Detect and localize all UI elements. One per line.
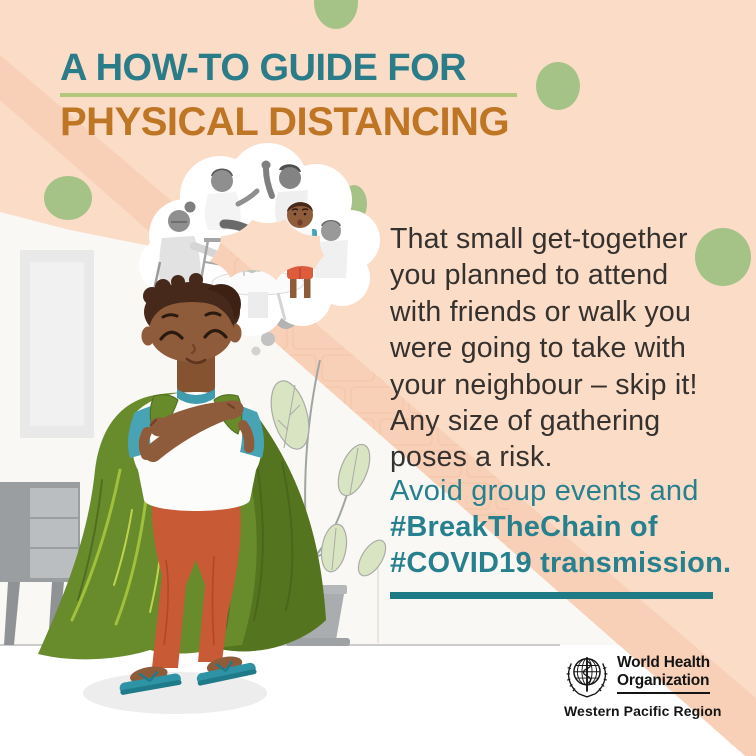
- who-logo: World Health Organization Western Pacifi…: [564, 654, 724, 719]
- body-line: Any size of gathering: [390, 405, 661, 438]
- head: [141, 273, 242, 365]
- crossed-arms: [138, 400, 255, 462]
- body-line: poses a risk.: [390, 441, 553, 474]
- cta-paragraph: Avoid group events and #BreakTheChain of…: [390, 473, 735, 581]
- body-line: your neighbour – skip it!: [390, 368, 698, 401]
- body-line: you planned to attend: [390, 259, 669, 292]
- title-line-2: PHYSICAL DISTANCING: [60, 100, 510, 144]
- superhero-boy-icon: [38, 273, 326, 695]
- legs-and-feet: [119, 505, 257, 695]
- who-logo-text: World Health Organization: [617, 654, 710, 694]
- who-region-label: Western Pacific Region: [564, 703, 722, 719]
- teal-divider-rule: [390, 592, 713, 599]
- who-logo-line-2: Organization: [617, 671, 710, 689]
- who-emblem-icon: [566, 657, 608, 698]
- cta-hashtag-breakthechain: #BreakTheChain of: [390, 511, 658, 543]
- body-line: with friends or walk you: [390, 295, 692, 328]
- title-underline: [60, 93, 517, 97]
- dresser: [0, 482, 80, 645]
- title-line-1: A HOW-TO GUIDE FOR: [60, 47, 467, 89]
- picture-frame: [20, 250, 94, 438]
- cta-line-1: Avoid group events and: [390, 475, 699, 507]
- body-paragraph: That small get-together you planned to a…: [390, 221, 735, 476]
- right-flip-flop: [196, 656, 257, 686]
- title-block: A HOW-TO GUIDE FOR PHYSICAL DISTANCING: [60, 48, 517, 144]
- left-flip-flop: [119, 666, 182, 695]
- who-logo-line-1: World Health: [617, 654, 710, 671]
- body-line: That small get-together: [390, 223, 688, 255]
- body-line: were going to take with: [390, 332, 687, 365]
- cta-hashtag-covid19: #COVID19 transmission.: [390, 547, 732, 579]
